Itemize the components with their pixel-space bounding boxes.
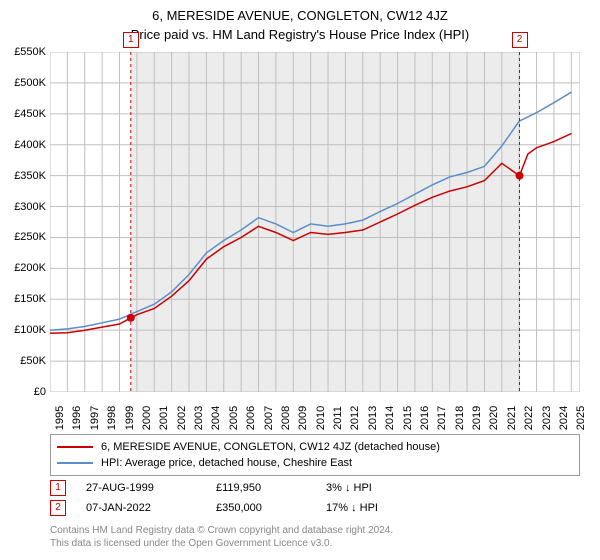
x-tick-label: 2010 — [315, 406, 327, 430]
y-tick-label: £500K — [4, 77, 46, 89]
x-tick-label: 1999 — [124, 406, 136, 430]
x-tick-label: 2019 — [471, 406, 483, 430]
transaction-pct: 17% ↓ HPI — [326, 502, 446, 514]
y-tick-label: £50K — [4, 355, 46, 367]
x-tick-label: 2009 — [297, 406, 309, 430]
x-tick-label: 2007 — [263, 406, 275, 430]
transaction-price: £119,950 — [216, 482, 326, 494]
y-tick-label: £250K — [4, 231, 46, 243]
footer-attribution: Contains HM Land Registry data © Crown c… — [50, 524, 393, 550]
y-tick-label: £300K — [4, 201, 46, 213]
x-tick-label: 2021 — [506, 406, 518, 430]
x-tick-label: 2011 — [332, 406, 344, 430]
x-tick-label: 1998 — [106, 406, 118, 430]
x-tick-label: 2022 — [523, 406, 535, 430]
y-tick-label: £200K — [4, 262, 46, 274]
y-tick-label: £350K — [4, 170, 46, 182]
transaction-date: 07-JAN-2022 — [86, 502, 216, 514]
transaction-marker-1: 1 — [50, 480, 66, 496]
x-tick-label: 2024 — [558, 406, 570, 430]
transaction-marker-2: 2 — [50, 500, 66, 516]
y-tick-label: £150K — [4, 293, 46, 305]
x-tick-label: 2000 — [141, 406, 153, 430]
title-address: 6, MERESIDE AVENUE, CONGLETON, CW12 4JZ — [0, 0, 600, 23]
y-tick-label: £0 — [4, 386, 46, 398]
y-tick-label: £400K — [4, 139, 46, 151]
transaction-row: 1 27-AUG-1999 £119,950 3% ↓ HPI — [50, 478, 580, 498]
chart-marker-box: 1 — [123, 32, 139, 48]
x-tick-label: 1997 — [89, 406, 101, 430]
transaction-table: 1 27-AUG-1999 £119,950 3% ↓ HPI 2 07-JAN… — [50, 478, 580, 518]
chart-svg — [50, 52, 580, 392]
legend-label-hpi: HPI: Average price, detached house, Ches… — [101, 457, 352, 469]
legend-row-hpi: HPI: Average price, detached house, Ches… — [57, 455, 573, 471]
footer-line2: This data is licensed under the Open Gov… — [50, 537, 393, 550]
title-subtitle: Price paid vs. HM Land Registry's House … — [0, 23, 600, 42]
x-tick-label: 2004 — [210, 406, 222, 430]
x-tick-label: 2025 — [575, 406, 587, 430]
legend-swatch-hpi — [57, 462, 93, 464]
x-tick-label: 2015 — [402, 406, 414, 430]
x-tick-label: 2002 — [176, 406, 188, 430]
y-tick-label: £550K — [4, 46, 46, 58]
y-tick-label: £450K — [4, 108, 46, 120]
transaction-date: 27-AUG-1999 — [86, 482, 216, 494]
chart-area: £0£50K£100K£150K£200K£250K£300K£350K£400… — [50, 52, 580, 392]
legend-label-price-paid: 6, MERESIDE AVENUE, CONGLETON, CW12 4JZ … — [101, 441, 440, 453]
x-tick-label: 2018 — [454, 406, 466, 430]
transaction-pct: 3% ↓ HPI — [326, 482, 446, 494]
x-tick-label: 2003 — [193, 406, 205, 430]
x-tick-label: 2023 — [541, 406, 553, 430]
chart-marker-box: 2 — [512, 32, 528, 48]
x-tick-label: 1995 — [54, 406, 66, 430]
x-tick-label: 1996 — [71, 406, 83, 430]
x-tick-label: 2006 — [245, 406, 257, 430]
x-tick-label: 2013 — [367, 406, 379, 430]
x-tick-label: 2005 — [228, 406, 240, 430]
x-tick-label: 2012 — [349, 406, 361, 430]
x-tick-label: 2020 — [488, 406, 500, 430]
x-tick-label: 2017 — [436, 406, 448, 430]
legend-swatch-price-paid — [57, 446, 93, 448]
x-tick-label: 2008 — [280, 406, 292, 430]
x-tick-label: 2016 — [419, 406, 431, 430]
legend-box: 6, MERESIDE AVENUE, CONGLETON, CW12 4JZ … — [50, 434, 580, 476]
legend-row-price-paid: 6, MERESIDE AVENUE, CONGLETON, CW12 4JZ … — [57, 439, 573, 455]
chart-container: 6, MERESIDE AVENUE, CONGLETON, CW12 4JZ … — [0, 0, 600, 560]
x-tick-label: 2014 — [384, 406, 396, 430]
transaction-row: 2 07-JAN-2022 £350,000 17% ↓ HPI — [50, 498, 580, 518]
footer-line1: Contains HM Land Registry data © Crown c… — [50, 524, 393, 537]
x-tick-label: 2001 — [158, 406, 170, 430]
transaction-price: £350,000 — [216, 502, 326, 514]
y-tick-label: £100K — [4, 324, 46, 336]
